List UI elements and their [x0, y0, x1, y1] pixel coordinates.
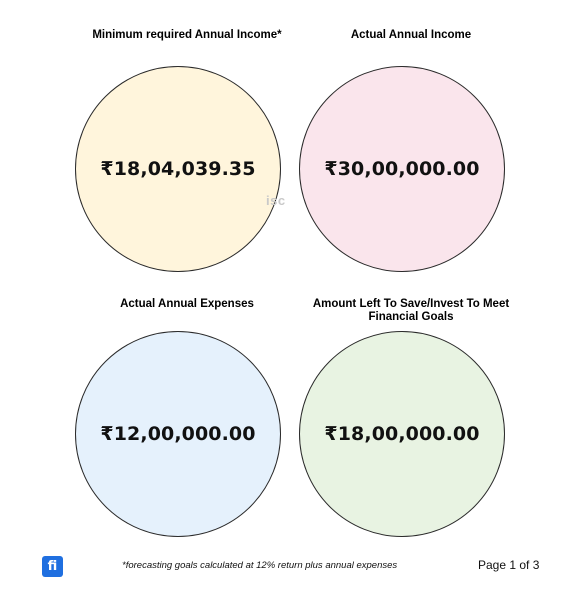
card-title: Amount Left To Save/Invest To Meet Finan…	[312, 298, 510, 323]
footnote: *forecasting goals calculated at 12% ret…	[122, 560, 398, 571]
income-circle: ₹18,04,039.35	[75, 66, 281, 272]
amount-value: ₹12,00,000.00	[100, 423, 256, 445]
card-actual-expenses: Actual Annual Expenses ₹12,00,000.00	[75, 298, 299, 548]
savings-circle: ₹18,00,000.00	[299, 331, 505, 537]
page-number: Page 1 of 3	[478, 558, 540, 572]
logo-text: fi	[47, 559, 58, 574]
fi-logo-icon: fi	[42, 556, 63, 577]
amount-value: ₹18,00,000.00	[324, 423, 480, 445]
amount-value: ₹18,04,039.35	[100, 158, 256, 180]
income-circle: ₹30,00,000.00	[299, 66, 505, 272]
amount-value: ₹30,00,000.00	[324, 158, 480, 180]
card-actual-income: Actual Annual Income ₹30,00,000.00	[299, 29, 523, 279]
card-minimum-required-income: Minimum required Annual Income* ₹18,04,0…	[75, 29, 299, 279]
card-title: Actual Annual Income	[350, 29, 472, 41]
card-title: Minimum required Annual Income*	[92, 29, 282, 41]
watermark-text: isc	[266, 193, 286, 208]
expenses-circle: ₹12,00,000.00	[75, 331, 281, 537]
card-amount-left-to-save: Amount Left To Save/Invest To Meet Finan…	[299, 298, 523, 548]
card-title: Actual Annual Expenses	[120, 298, 254, 310]
